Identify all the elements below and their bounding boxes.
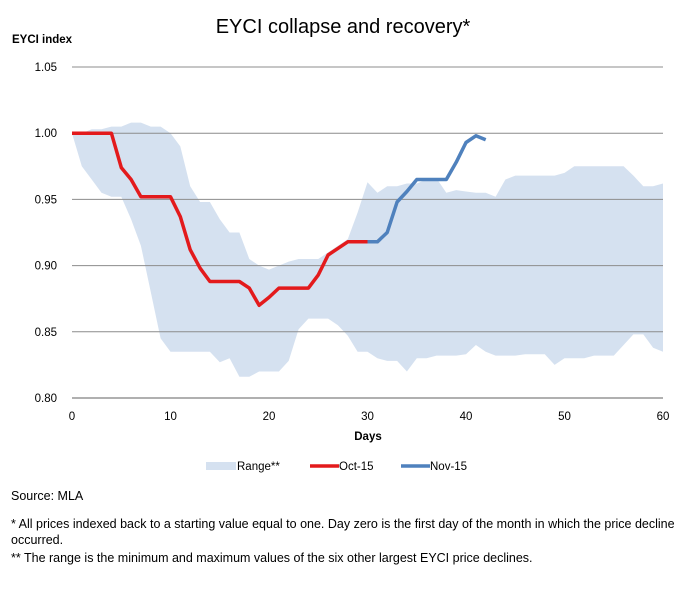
footnote-indexing: * All prices indexed back to a starting … (11, 517, 675, 547)
x-axis-label: Days (354, 431, 382, 443)
legend: Range** Oct-15 Nov-15 (206, 461, 467, 473)
source-note: Source: MLA (11, 489, 84, 503)
y-tick-label: 0.95 (35, 194, 57, 206)
chart-title: EYCI collapse and recovery* (216, 16, 471, 38)
x-tick-label: 50 (558, 411, 571, 423)
series-line-oct-15 (72, 131, 368, 308)
x-tick-label: 30 (361, 411, 374, 423)
legend-label-range: Range** (237, 461, 280, 473)
series-lines (72, 131, 487, 308)
legend-swatch-range (206, 462, 236, 470)
y-axis-label: EYCI index (12, 34, 73, 46)
range-band (72, 122, 663, 377)
y-tick-label: 1.05 (35, 62, 57, 74)
y-tick-label: 1.00 (35, 128, 57, 140)
tick-labels: 1.05 1.00 0.95 0.90 0.85 0.80 0 10 20 30 40 50 60 (35, 62, 670, 423)
x-tick-label: 0 (69, 411, 75, 423)
x-tick-label: 20 (263, 411, 276, 423)
x-tick-label: 60 (657, 411, 670, 423)
y-tick-label: 0.85 (35, 327, 57, 339)
footnote-range: ** The range is the minimum and maximum … (11, 551, 533, 565)
series-line-nov-15 (367, 134, 487, 244)
x-tick-label: 40 (460, 411, 473, 423)
legend-label-oct-15: Oct-15 (339, 461, 374, 473)
plot-area (72, 122, 663, 377)
y-tick-label: 0.90 (35, 261, 57, 273)
legend-label-nov-15: Nov-15 (430, 461, 467, 473)
x-tick-label: 10 (164, 411, 177, 423)
y-tick-label: 0.80 (35, 393, 57, 405)
